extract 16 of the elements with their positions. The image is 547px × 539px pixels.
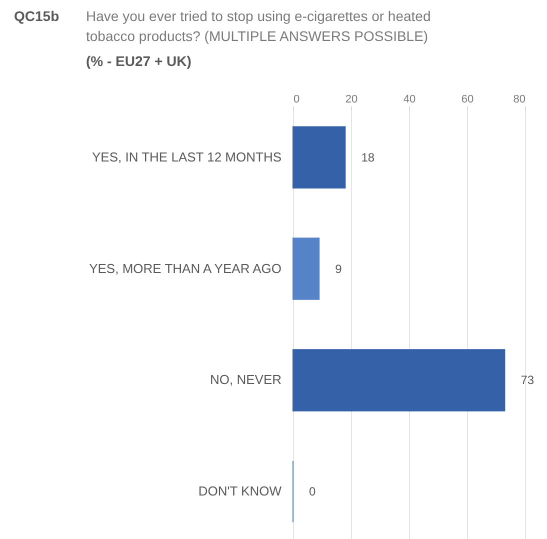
x-tick-label: 0 [294, 94, 300, 106]
data-label: 73 [520, 373, 534, 388]
data-label: 9 [335, 262, 342, 276]
y-tick-label: YES, IN THE LAST 12 MONTHS [92, 149, 282, 164]
text: QC15b [14, 8, 60, 24]
x-tick-label: 60 [461, 94, 474, 106]
y-tick-label: YES, MORE THAN A YEAR AGO [89, 260, 282, 276]
y-tick-label: DON'T KNOW [198, 484, 282, 499]
data-label: 0 [309, 484, 316, 499]
x-tick-label: 40 [403, 94, 416, 106]
text: (% - EU27 + UK) [86, 53, 192, 69]
x-tick-label: 80 [513, 94, 526, 106]
y-tick-label: NO, NEVER [210, 372, 282, 388]
x-tick-label: 20 [345, 94, 358, 106]
chart-subtitle: Have you ever tried to stop using e-cigarettes or heated tobacco products? (MULTIPLE ANSWERS POSSIBLE) [86, 8, 431, 44]
data-label: 18 [361, 150, 375, 164]
